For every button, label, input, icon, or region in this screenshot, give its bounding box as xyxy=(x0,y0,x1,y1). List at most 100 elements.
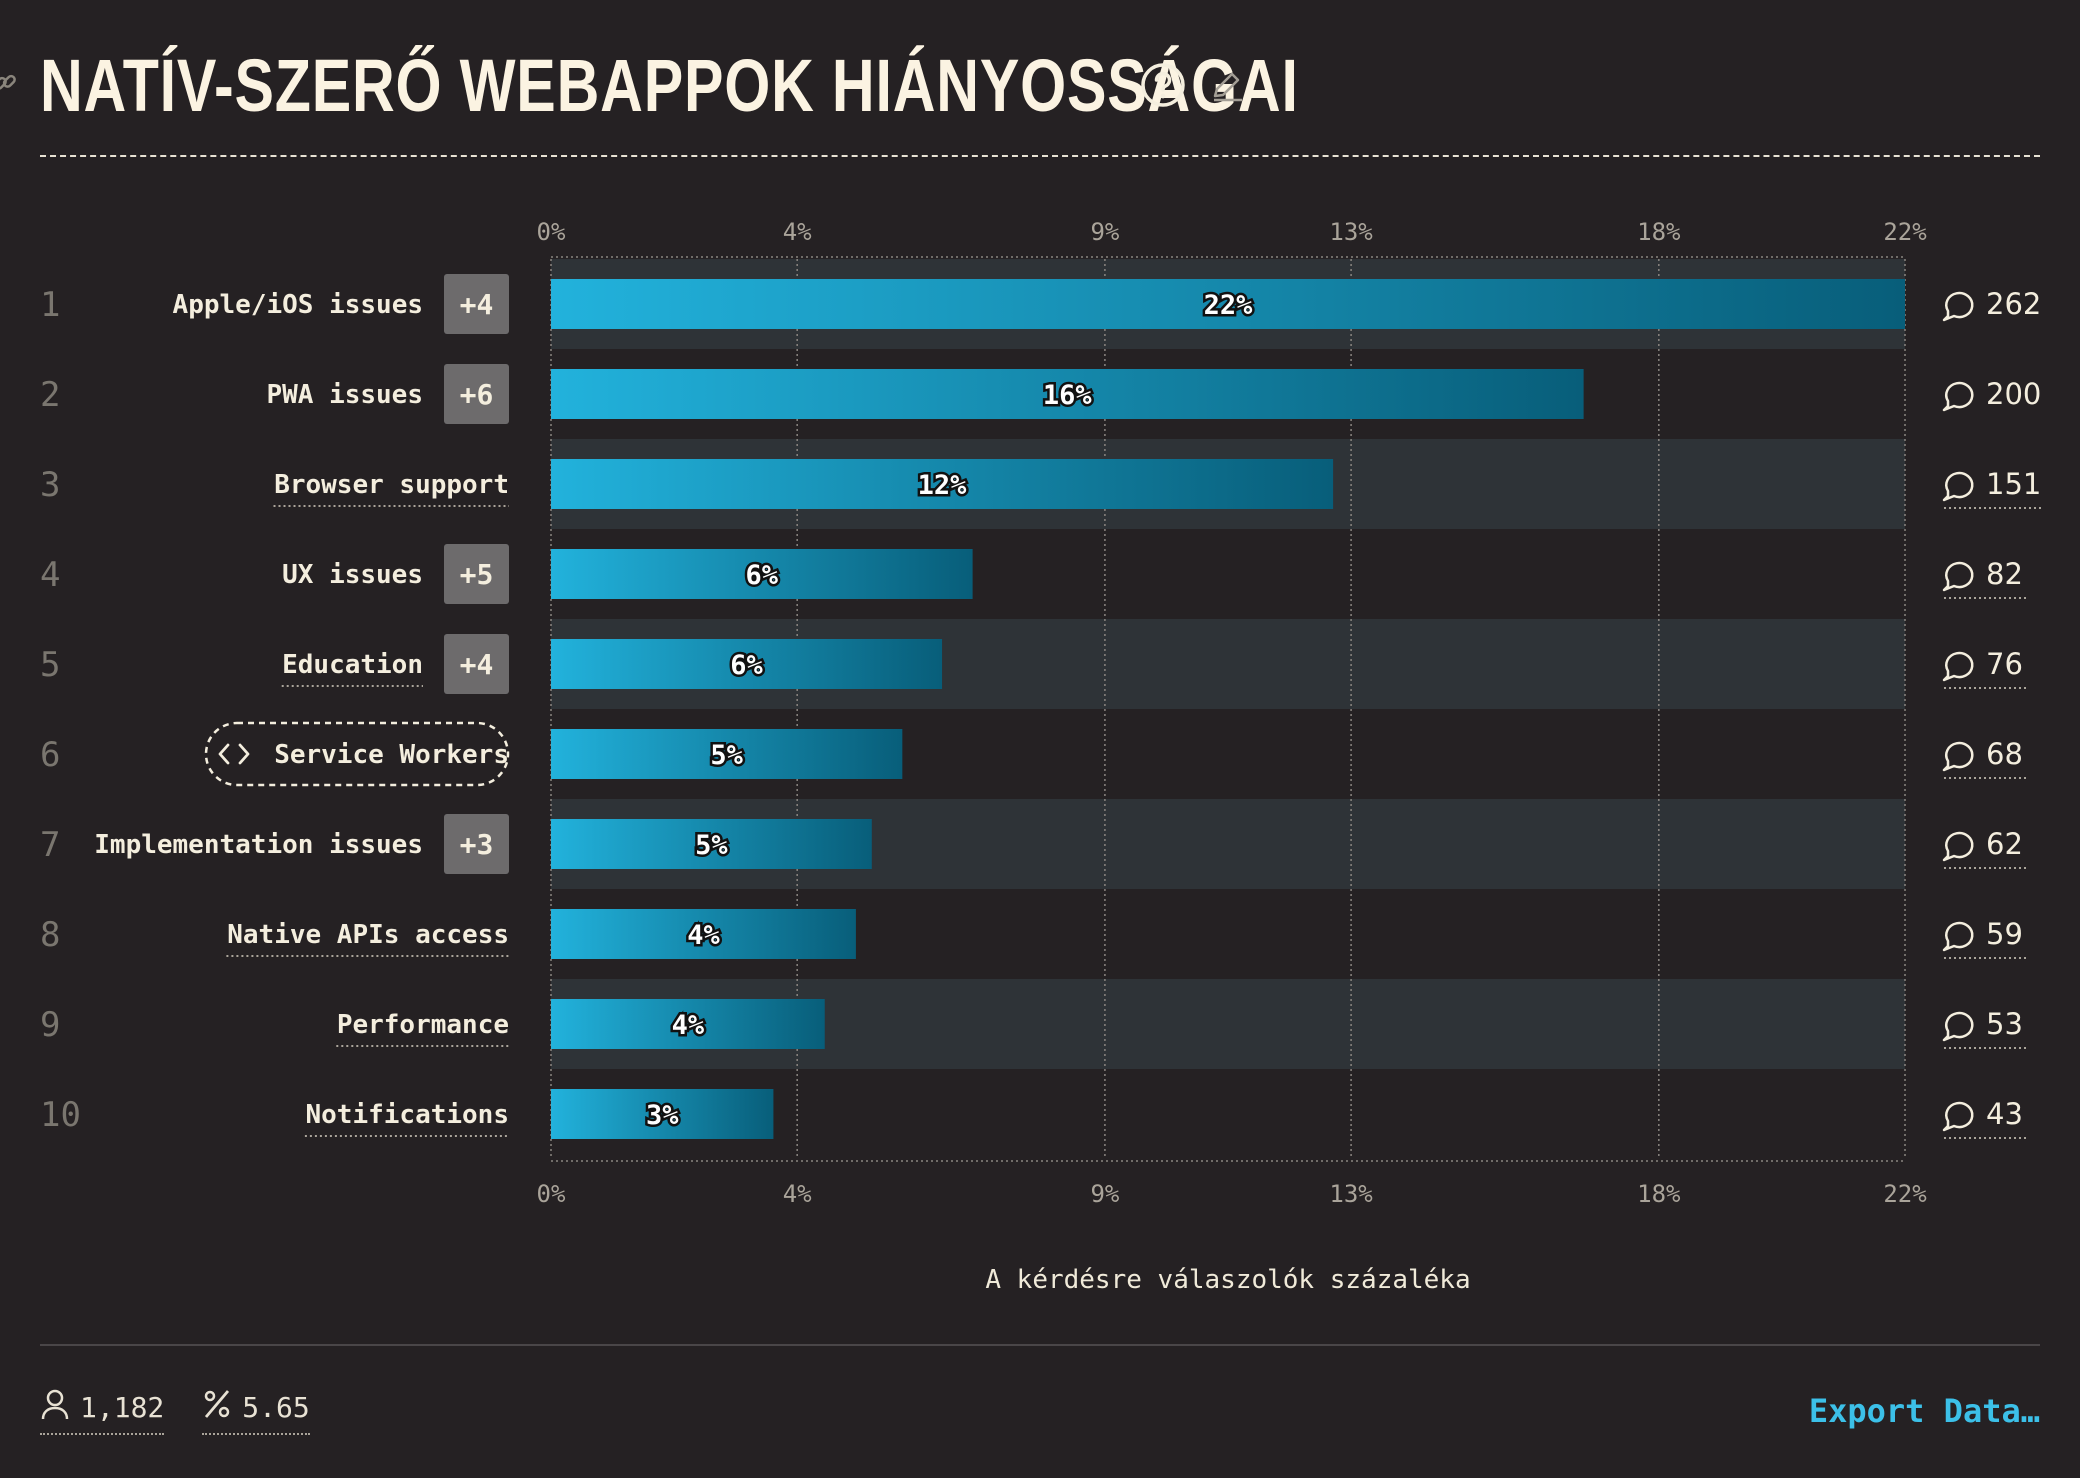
speech-bubble-icon xyxy=(1942,561,1974,592)
tick-label-top: 0% xyxy=(537,218,566,246)
percent-value: 5.65 xyxy=(242,1391,310,1424)
speech-bubble-icon xyxy=(1942,651,1974,682)
respondents-count: 1,182 xyxy=(80,1391,165,1424)
tick-label-top: 13% xyxy=(1329,218,1373,246)
code-icon xyxy=(218,743,250,765)
bar[interactable] xyxy=(551,639,943,689)
bar[interactable] xyxy=(551,909,856,959)
tick-label-bottom: 18% xyxy=(1637,1180,1681,1208)
export-data-button[interactable]: Export Data… xyxy=(1808,1392,2040,1430)
comment-count[interactable]: 200 xyxy=(1986,377,2041,411)
bar[interactable] xyxy=(551,279,1905,329)
bar[interactable] xyxy=(551,369,1584,419)
row-rank: 4 xyxy=(40,555,60,595)
tick-label-top: 4% xyxy=(783,218,812,246)
speech-bubble-icon xyxy=(1942,471,1974,502)
speech-bubble-icon xyxy=(1942,741,1974,772)
bar-value-label: 6% xyxy=(730,650,763,681)
row-badge[interactable] xyxy=(444,274,509,334)
comment-count[interactable]: 68 xyxy=(1986,737,2023,771)
footer-divider xyxy=(40,1344,2040,1346)
question-circle-icon[interactable] xyxy=(1140,62,1186,112)
bar-value-label: 4% xyxy=(687,920,720,951)
row-rank: 3 xyxy=(40,465,60,505)
row-badge-label: +4 xyxy=(460,648,494,681)
x-axis-label: A kérdésre válaszolók százaléka xyxy=(985,1265,1471,1295)
page-title: NATÍV-SZERŐ WEBAPPOK HIÁNYOSSÁGAI xyxy=(40,43,1299,127)
row-label[interactable]: Service Workers xyxy=(274,740,509,770)
comment-count[interactable]: 59 xyxy=(1986,917,2023,951)
comment-count[interactable]: 76 xyxy=(1986,647,2023,681)
footer-stats: 1,182 5.65 xyxy=(40,1388,310,1435)
comment-count[interactable]: 62 xyxy=(1986,827,2023,861)
bar[interactable] xyxy=(551,999,825,1049)
row-rank: 7 xyxy=(40,825,60,865)
tick-label-bottom: 9% xyxy=(1090,1180,1119,1208)
comment-count[interactable]: 151 xyxy=(1986,467,2041,501)
row-badge[interactable] xyxy=(444,634,509,694)
code-pill[interactable] xyxy=(204,721,510,787)
title-row: NATÍV-SZERŐ WEBAPPOK HIÁNYOSSÁGAI xyxy=(40,40,1613,130)
user-icon xyxy=(40,1388,70,1427)
row-badge[interactable] xyxy=(444,544,509,604)
comment-count[interactable]: 53 xyxy=(1986,1007,2023,1041)
row-badge-label: +6 xyxy=(460,378,494,411)
row-rank: 9 xyxy=(40,1005,60,1045)
row-label[interactable]: UX issues xyxy=(282,560,423,590)
row-label[interactable]: Education xyxy=(282,650,423,680)
tick-label-top: 22% xyxy=(1883,218,1927,246)
row-badge[interactable] xyxy=(444,364,509,424)
row-rank: 8 xyxy=(40,915,60,955)
tick-label-bottom: 22% xyxy=(1883,1180,1927,1208)
percent-icon xyxy=(202,1388,232,1427)
bar-value-label: 12% xyxy=(918,470,968,501)
tick-label-bottom: 13% xyxy=(1329,1180,1373,1208)
tick-label-bottom: 0% xyxy=(537,1180,566,1208)
speech-bubble-icon xyxy=(1942,1011,1974,1042)
row-badge[interactable] xyxy=(444,814,509,874)
row-rank: 2 xyxy=(40,375,60,415)
row-label[interactable]: Implementation issues xyxy=(94,830,423,860)
speech-bubble-icon xyxy=(1942,381,1974,412)
comment-count[interactable]: 43 xyxy=(1986,1097,2023,1131)
row-rank: 6 xyxy=(40,735,60,775)
bar-value-label: 5% xyxy=(695,830,728,861)
link-icon[interactable] xyxy=(0,70,18,100)
row-rank: 10 xyxy=(40,1095,81,1135)
row-label[interactable]: Native APIs access xyxy=(227,920,509,950)
bar[interactable] xyxy=(551,1089,774,1139)
bar[interactable] xyxy=(551,459,1334,509)
speech-bubble-icon xyxy=(1942,1101,1974,1132)
speech-bubble-icon xyxy=(1942,291,1974,322)
row-rank: 5 xyxy=(40,645,60,685)
comment-count[interactable]: 82 xyxy=(1986,557,2023,591)
pencil-icon[interactable] xyxy=(1210,68,1244,106)
tick-label-top: 18% xyxy=(1637,218,1681,246)
bar-value-label: 3% xyxy=(646,1100,679,1131)
row-label[interactable]: Notifications xyxy=(306,1100,510,1130)
percent-stat[interactable]: 5.65 xyxy=(202,1388,310,1435)
comment-count[interactable]: 262 xyxy=(1986,287,2041,321)
bar[interactable] xyxy=(551,729,903,779)
row-badge-label: +4 xyxy=(460,288,494,321)
bar-value-label: 6% xyxy=(746,560,779,591)
row-label[interactable]: PWA issues xyxy=(266,380,423,410)
bar-value-label: 5% xyxy=(710,740,743,771)
row-label[interactable]: Apple/iOS issues xyxy=(173,290,423,320)
bar-chart: 0% 0% 4% 4% 9% 9% 13% 13% 18% 18% 22% 22% 1 Apple/iOS… xyxy=(40,218,2044,1208)
bar[interactable] xyxy=(551,549,973,599)
bar-value-label: 22% xyxy=(1204,290,1254,321)
row-label[interactable]: Performance xyxy=(337,1010,509,1040)
tick-label-bottom: 4% xyxy=(783,1180,812,1208)
bar-value-label: 4% xyxy=(672,1010,705,1041)
row-badge-label: +5 xyxy=(460,558,494,591)
tick-label-top: 9% xyxy=(1090,218,1119,246)
bar[interactable] xyxy=(551,819,872,869)
row-rank: 1 xyxy=(40,285,60,325)
respondents-stat[interactable]: 1,182 xyxy=(40,1388,165,1435)
row-label[interactable]: Browser support xyxy=(274,470,509,500)
title-divider xyxy=(40,155,2040,157)
bar-value-label: 16% xyxy=(1043,380,1093,411)
speech-bubble-icon xyxy=(1942,921,1974,952)
row-badge-label: +3 xyxy=(460,828,494,861)
